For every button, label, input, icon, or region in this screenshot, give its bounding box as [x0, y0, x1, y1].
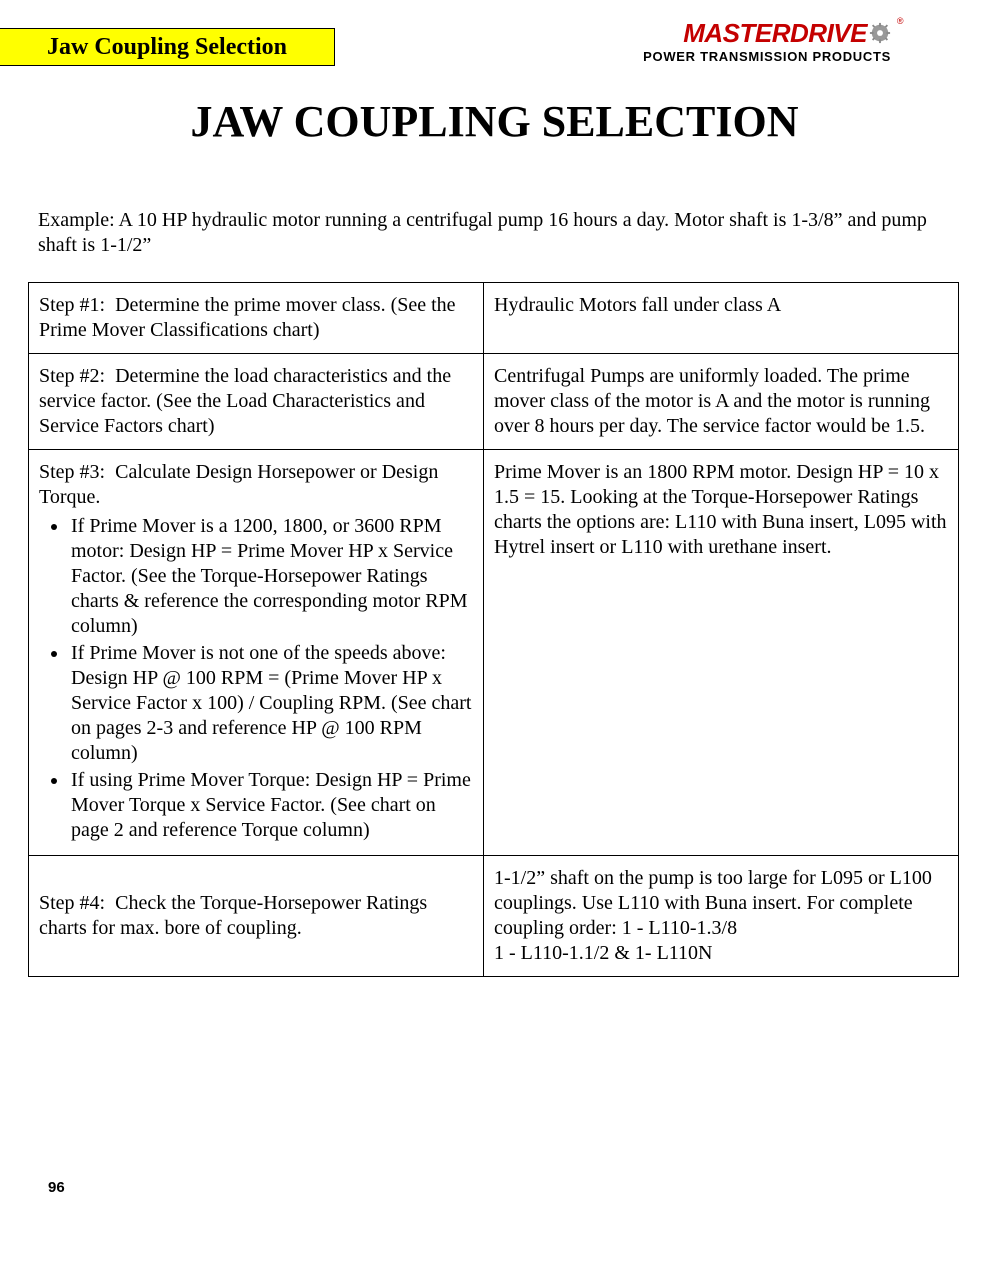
bullet-item: If Prime Mover is not one of the speeds … [69, 641, 473, 766]
brand-subtitle: POWER TRANSMISSION PRODUCTS [643, 49, 891, 64]
step4-right-line2: 1 - L110-1.1/2 & 1- L110N [494, 942, 713, 964]
step4-right-line1: 1-1/2” shaft on the pump is too large fo… [494, 867, 932, 939]
brand-name: MASTERDRIVE ® [683, 18, 891, 51]
table-row: Step #3: Calculate Design Horsepower or … [29, 450, 959, 856]
page-title: JAW COUPLING SELECTION [0, 96, 989, 147]
step2-left: Step #2: Determine the load characterist… [29, 354, 484, 450]
gear-icon [869, 20, 891, 51]
page-number: 96 [48, 1179, 65, 1196]
brand-text: MASTERDRIVE [683, 18, 867, 48]
step3-intro: Step #3: Calculate Design Horsepower or … [39, 461, 438, 508]
example-text: Example: A 10 HP hydraulic motor running… [38, 208, 958, 258]
section-tab-label: Jaw Coupling Selection [47, 34, 287, 61]
steps-table: Step #1: Determine the prime mover class… [28, 282, 959, 977]
step3-bullets: If Prime Mover is a 1200, 1800, or 3600 … [39, 514, 473, 843]
step3-right: Prime Mover is an 1800 RPM motor. Design… [484, 450, 959, 856]
table-row: Step #1: Determine the prime mover class… [29, 283, 959, 354]
step2-right: Centrifugal Pumps are uniformly loaded. … [484, 354, 959, 450]
step3-left: Step #3: Calculate Design Horsepower or … [29, 450, 484, 856]
step1-left: Step #1: Determine the prime mover class… [29, 283, 484, 354]
bullet-item: If Prime Mover is a 1200, 1800, or 3600 … [69, 514, 473, 639]
section-tab: Jaw Coupling Selection [0, 28, 335, 66]
table-row: Step #2: Determine the load characterist… [29, 354, 959, 450]
registered-icon: ® [897, 16, 903, 26]
brand-logo: MASTERDRIVE ® POWER TRANSMISSION PRODUCT… [643, 18, 891, 64]
step4-right: 1-1/2” shaft on the pump is too large fo… [484, 856, 959, 977]
table-row: Step #4: Check the Torque-Horsepower Rat… [29, 856, 959, 977]
step1-right: Hydraulic Motors fall under class A [484, 283, 959, 354]
step4-left: Step #4: Check the Torque-Horsepower Rat… [29, 856, 484, 977]
bullet-item: If using Prime Mover Torque: Design HP =… [69, 768, 473, 843]
